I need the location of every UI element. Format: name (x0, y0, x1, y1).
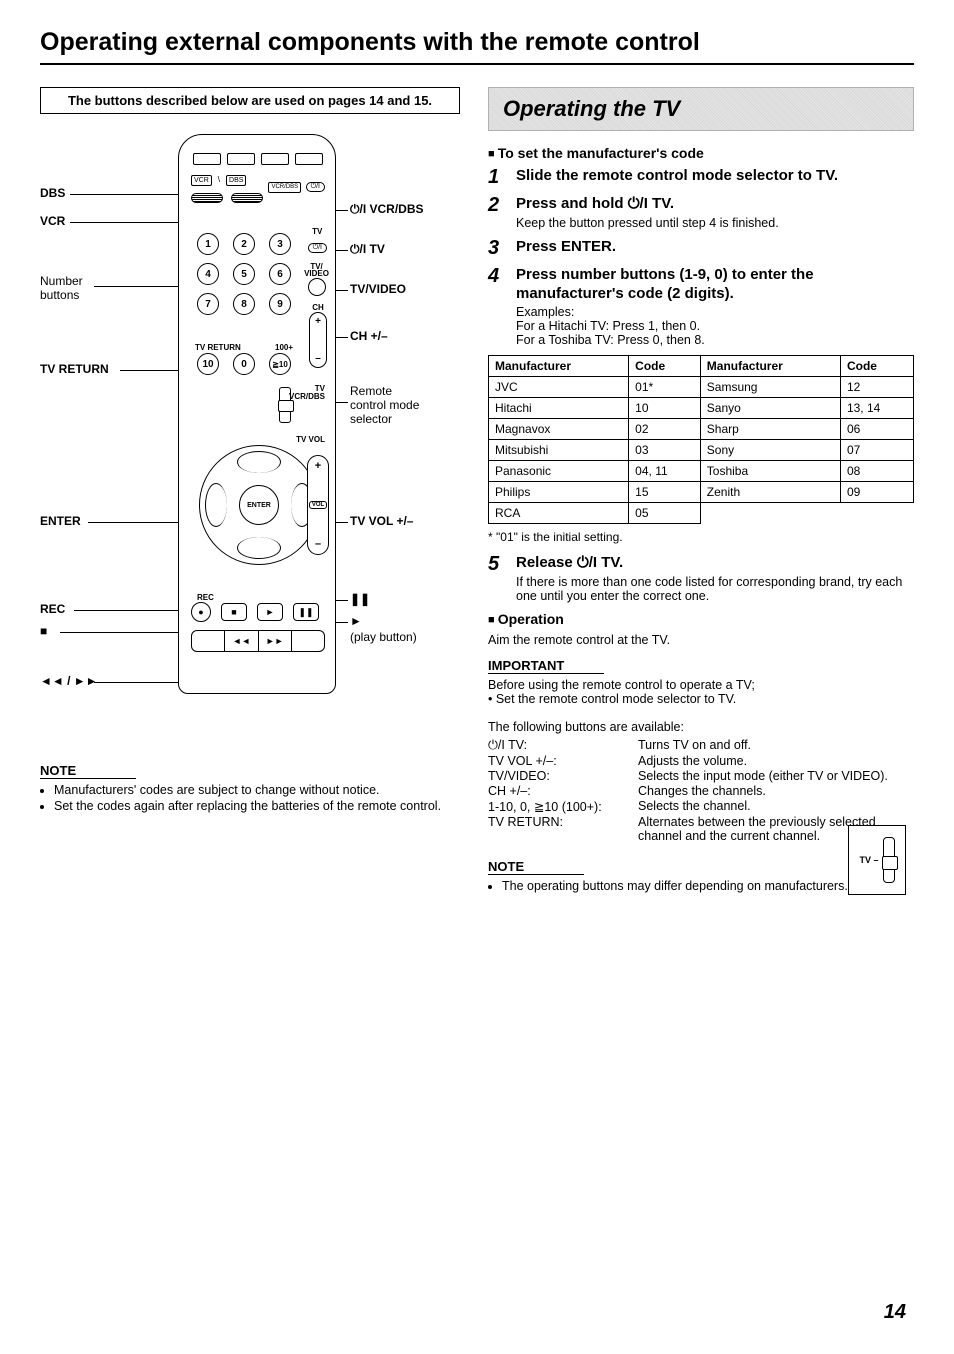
important-header: IMPORTANT (488, 658, 604, 674)
manufacturer-code-table: ManufacturerCode ManufacturerCode JVC01*… (488, 355, 914, 524)
label-tvvideo: TV/VIDEO (350, 282, 406, 296)
number-grid: 123 456 789 (197, 233, 291, 315)
mode-switch-illustration: TV – (848, 825, 906, 895)
note-header-right: NOTE (488, 859, 584, 875)
label-number-buttons: Number buttons (40, 274, 83, 302)
tv-power-pill: ⏻/I (308, 243, 327, 253)
label-stop: ■ (40, 624, 47, 638)
remote-diagram: DBS VCR Number buttons TV RETURN ENTER R… (40, 124, 460, 744)
remote-body: VCR \ DBS VCR/DBS ⏻/I 123 456 789 (178, 134, 336, 694)
label-play-text: (play button) (350, 630, 417, 644)
enter-pad: ENTER (199, 445, 319, 565)
label-mode-selector: Remote control mode selector (350, 384, 419, 426)
note-header-left: NOTE (40, 763, 136, 779)
right-column: Operating the TV To set the manufacturer… (488, 87, 914, 895)
label-tvvol: TV VOL +/– (350, 514, 413, 528)
label-rec: REC (40, 602, 65, 616)
label-tv-return: TV RETURN (40, 362, 109, 376)
page-number: 14 (884, 1301, 906, 1324)
label-play: ► (350, 614, 362, 628)
buttons-note-box: The buttons described below are used on … (40, 87, 460, 114)
label-ch: CH +/– (350, 329, 388, 343)
vcr-box: VCR (191, 175, 212, 186)
table-footnote: * "01" is the initial setting. (488, 530, 914, 544)
left-column: The buttons described below are used on … (40, 87, 460, 895)
note-list-left: Manufacturers' codes are subject to chan… (40, 783, 460, 813)
label-vcr: VCR (40, 214, 65, 228)
page-title: Operating external components with the r… (40, 28, 914, 65)
set-code-header: To set the manufacturer's code (488, 145, 914, 161)
section-banner: Operating the TV (488, 87, 914, 131)
available-intro: The following buttons are available: (488, 720, 914, 734)
label-enter: ENTER (40, 514, 81, 528)
vol-pill: +VOL– (307, 455, 329, 555)
label-dbs: DBS (40, 186, 65, 200)
label-rwff: ◄◄ / ►► (40, 674, 98, 688)
transport-row: REC ● ■ ► ❚❚ ◄◄►► (191, 593, 325, 652)
top-button-row (193, 153, 323, 165)
vcrdbs-box: VCR/DBS (268, 182, 301, 193)
label-pause: ❚❚ (350, 592, 370, 606)
label-tv-power: ⏻/I TV (350, 242, 385, 257)
dbs-box: DBS (226, 175, 246, 186)
power-pill-1: ⏻/I (306, 182, 325, 192)
operation-text: Aim the remote control at the TV. (488, 633, 914, 647)
label-vcrdbs-power: ⏻/I VCR/DBS (350, 202, 424, 217)
tvvol-text: TV VOL (296, 435, 325, 444)
operation-header: Operation (488, 611, 914, 627)
steps-list: 1Slide the remote control mode selector … (488, 167, 914, 347)
